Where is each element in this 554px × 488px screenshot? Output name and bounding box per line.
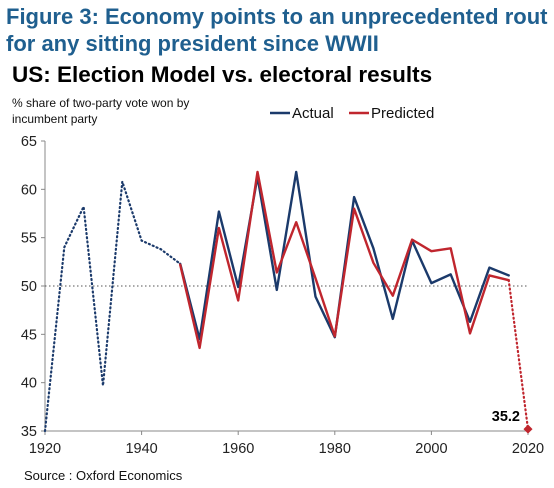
series-line-actual-historical xyxy=(43,180,182,433)
y-tick-label: 45 xyxy=(21,327,37,343)
source-note: Source : Oxford Economics xyxy=(24,468,183,483)
x-tick-label: 1960 xyxy=(222,441,254,457)
y-axis-ticks: 35 40 45 50 55 60 65 xyxy=(21,134,45,440)
y-axis-label: % share of two-party vote won by incumbe… xyxy=(12,96,190,126)
chart-title: US: Election Model vs. electoral results xyxy=(12,62,433,87)
x-axis-ticks: 1920 1940 1960 1980 2000 2020 xyxy=(29,431,544,457)
series-line-actual xyxy=(178,170,510,341)
x-tick-label: 1920 xyxy=(29,441,61,457)
y-tick-label: 65 xyxy=(21,134,37,150)
y-tick-label: 35 xyxy=(21,424,37,440)
y-tick-label: 60 xyxy=(21,182,37,198)
y-tick-label: 40 xyxy=(21,376,37,392)
series-line-predicted xyxy=(178,170,510,350)
x-tick-label: 1980 xyxy=(319,441,351,457)
figure-title: Figure 3: Economy points to an unprecede… xyxy=(6,4,548,56)
predicted-2020-marker xyxy=(523,424,533,434)
legend: Actual Predicted xyxy=(270,105,434,122)
y-tick-label: 55 xyxy=(21,231,37,247)
y-tick-label: 50 xyxy=(21,279,37,295)
series-line-predicted-2020 xyxy=(507,279,530,431)
x-tick-label: 1940 xyxy=(125,441,157,457)
legend-actual-label: Actual xyxy=(292,105,334,122)
x-tick-label: 2020 xyxy=(512,441,544,457)
annotation-label: 35.2 xyxy=(492,409,520,425)
series-layer xyxy=(43,170,530,433)
legend-predicted-label: Predicted xyxy=(371,105,434,122)
x-tick-label: 2000 xyxy=(415,441,447,457)
